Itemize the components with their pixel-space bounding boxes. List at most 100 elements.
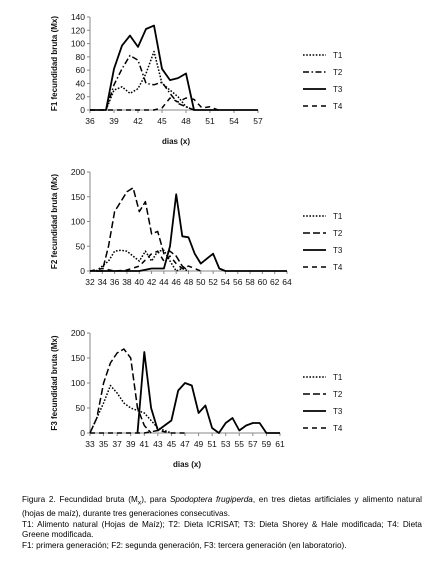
y-tick-label: 120 [71, 25, 85, 35]
x-tick-label: 55 [235, 439, 245, 449]
figure-caption: Figura 2. Fecundidad bruta (Mx), para Sp… [22, 495, 422, 552]
x-tick-label: 39 [126, 439, 136, 449]
x-tick-label: 35 [99, 439, 109, 449]
caption-subscript: x [137, 499, 142, 507]
x-tick-label: 36 [110, 277, 120, 287]
x-tick-label: 48 [181, 116, 191, 126]
x-tick-label: 57 [248, 439, 258, 449]
x-tick-label: 45 [167, 439, 177, 449]
chart-f3: 0 50 100 150 200 33 35 37 39 41 43 45 47 49 51 53 55 57 59… [50, 328, 343, 469]
legend-label-t3: T3 [333, 246, 343, 255]
charts-canvas: 0 20 40 60 80 100 120 140 36 39 42 45 48 51 54 57 F1 fec… [50, 12, 343, 469]
series-line-t4 [89, 250, 202, 272]
series-line-t3 [136, 351, 280, 434]
y-tick-label: 200 [71, 328, 85, 338]
series-line-t1 [89, 384, 172, 434]
x-tick-label: 54 [229, 116, 239, 126]
x-tick-label: 42 [147, 277, 157, 287]
legend-label-t1: T1 [333, 373, 343, 382]
x-tick-label: 53 [221, 439, 231, 449]
y-tick-label: 60 [76, 65, 86, 75]
x-tick-label: 50 [196, 277, 206, 287]
caption-line-1: Figura 2. Fecundidad bruta (Mx), para Sp… [22, 495, 422, 520]
legend-label-t2: T2 [333, 229, 343, 238]
y-tick-label: 140 [71, 12, 85, 22]
x-tick-label: 51 [207, 439, 217, 449]
x-tick-label: 59 [262, 439, 272, 449]
x-tick-label: 40 [135, 277, 145, 287]
series-line-t1 [95, 249, 189, 272]
y-tick-label: 100 [71, 39, 85, 49]
x-tick-label: 36 [85, 116, 95, 126]
x-tick-label: 62 [270, 277, 280, 287]
legend-label-t4: T4 [333, 424, 343, 433]
x-tick-label: 52 [208, 277, 218, 287]
y-tick-label: 150 [71, 353, 85, 363]
series-line-t4 [90, 97, 219, 111]
x-tick-label: 48 [184, 277, 194, 287]
legend-label-t2: T2 [333, 390, 343, 399]
caption-line-2: T1: Alimento natural (Hojas de Maíz); T2… [22, 519, 422, 540]
series-line-t2 [105, 54, 195, 111]
x-axis-title: dias (x) [173, 460, 201, 469]
y-axis-title: F1 fecundidad bruta (Mx) [50, 16, 59, 111]
y-axis-title: F2 fecundidad bruta (Mx) [50, 174, 59, 269]
y-tick-label: 0 [80, 266, 85, 276]
x-axis-title: dias (x) [162, 137, 190, 146]
y-tick-label: 100 [71, 378, 85, 388]
caption-species: Spodoptera frugiperda [169, 495, 253, 504]
x-tick-label: 58 [245, 277, 255, 287]
series-line-t3 [90, 24, 258, 111]
legend-label-t1: T1 [333, 212, 343, 221]
y-tick-label: 0 [80, 428, 85, 438]
caption-line-3: F1: primera generación; F2: segunda gene… [22, 541, 347, 551]
y-tick-label: 50 [76, 403, 86, 413]
y-tick-label: 100 [71, 217, 85, 227]
x-tick-label: 43 [153, 439, 163, 449]
x-tick-label: 44 [159, 277, 169, 287]
x-tick-label: 56 [233, 277, 243, 287]
x-tick-label: 57 [253, 116, 263, 126]
y-tick-label: 150 [71, 192, 85, 202]
caption-text-c: , en tres dietas artificiales y alimento… [22, 495, 422, 519]
x-tick-label: 32 [85, 277, 95, 287]
caption-text-a: Figura 2. Fecundidad bruta (M [22, 495, 138, 504]
x-tick-label: 64 [282, 277, 292, 287]
x-tick-label: 61 [275, 439, 285, 449]
x-tick-label: 39 [109, 116, 119, 126]
legend-label-t2: T2 [333, 68, 343, 77]
x-tick-label: 38 [122, 277, 132, 287]
x-tick-label: 45 [157, 116, 167, 126]
legend-label-t1: T1 [333, 51, 343, 60]
x-tick-label: 42 [133, 116, 143, 126]
series-line-t3 [90, 193, 287, 272]
y-tick-label: 80 [76, 52, 86, 62]
series-line-t4 [90, 429, 185, 434]
x-tick-label: 37 [112, 439, 122, 449]
x-tick-label: 33 [85, 439, 95, 449]
x-tick-label: 54 [221, 277, 231, 287]
chart-f1: 0 20 40 60 80 100 120 140 36 39 42 45 48 51 54 57 F1 fec… [50, 12, 343, 146]
y-tick-label: 0 [80, 105, 85, 115]
x-tick-label: 60 [258, 277, 268, 287]
legend-label-t4: T4 [333, 263, 343, 272]
series-line-t2 [89, 348, 152, 434]
legend-label-t3: T3 [333, 85, 343, 94]
x-tick-label: 51 [205, 116, 215, 126]
x-tick-label: 46 [171, 277, 181, 287]
x-tick-label: 49 [194, 439, 204, 449]
legend-label-t3: T3 [333, 407, 343, 416]
caption-text-b: ), para [141, 495, 170, 504]
x-tick-label: 34 [98, 277, 108, 287]
x-tick-label: 41 [140, 439, 150, 449]
series-line-t2 [96, 187, 189, 272]
series-line-t1 [105, 50, 195, 111]
legend-label-t4: T4 [333, 102, 343, 111]
y-tick-label: 40 [76, 78, 86, 88]
y-axis-title: F3 fecundidad bruta (Mx) [50, 335, 59, 430]
x-tick-label: 47 [180, 439, 190, 449]
y-tick-label: 200 [71, 167, 85, 177]
y-tick-label: 20 [76, 92, 86, 102]
y-tick-label: 50 [76, 241, 86, 251]
